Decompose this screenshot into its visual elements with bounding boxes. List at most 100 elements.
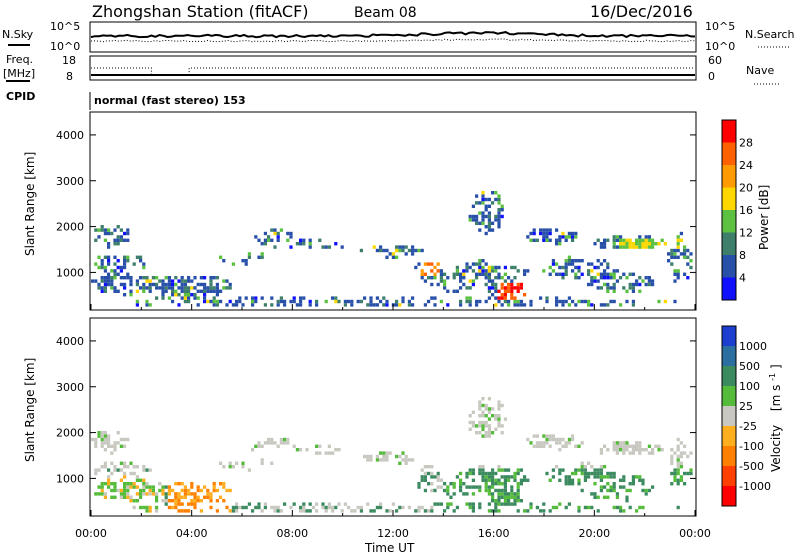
power-cell [638, 276, 642, 280]
power-cell [110, 276, 114, 280]
vel-cell [603, 475, 607, 479]
power-cell [670, 252, 674, 256]
power-cell [587, 282, 591, 287]
vel-cell [622, 444, 626, 448]
freq-tick-top: 18 [62, 54, 76, 67]
vel-cell [478, 431, 482, 435]
vel-cell [190, 502, 194, 506]
power-cell [564, 265, 568, 270]
freq-panel-frame [89, 55, 697, 81]
vel-cell [507, 468, 511, 472]
power-cell [404, 245, 408, 249]
vel-cell [119, 488, 123, 493]
power-cell [599, 262, 603, 266]
vel-cell [135, 485, 139, 489]
vel-cell [539, 441, 543, 445]
power-cell [423, 272, 427, 276]
colorbar-tick-label: -1000 [739, 480, 771, 493]
power-cell [670, 262, 674, 266]
vel-cell [132, 499, 136, 503]
vel-cell [468, 471, 472, 476]
vel-cell [596, 468, 600, 472]
vel-cell [481, 424, 485, 428]
power-cell [103, 289, 107, 293]
vel-cell [487, 410, 491, 414]
vel-cell [420, 478, 424, 482]
vel-cell [526, 437, 530, 442]
vel-cell [539, 509, 543, 513]
power-cell [215, 303, 219, 307]
vel-cell [673, 468, 677, 472]
vel-cell [148, 492, 152, 496]
power-cell [238, 299, 242, 304]
power-cell [494, 191, 498, 195]
vel-cell [126, 465, 130, 469]
vel-cell [247, 502, 251, 506]
colorbar-tick-label: -25 [739, 420, 757, 433]
power-cell [603, 272, 607, 276]
power-cell [139, 255, 143, 259]
vel-cell [203, 485, 207, 489]
vel-cell [612, 471, 616, 476]
power-cell [247, 255, 251, 259]
power-cell [612, 269, 616, 273]
velocity-colorbar-unit-close: ] [769, 364, 783, 369]
power-cell [385, 248, 389, 253]
power-cell [635, 282, 639, 287]
vel-cell [644, 488, 648, 493]
power-cell [494, 265, 498, 270]
vel-cell [679, 461, 683, 465]
colorbar-swatch [722, 366, 736, 386]
power-cell [116, 265, 120, 270]
vel-cell [417, 509, 421, 513]
vel-cell [350, 509, 354, 513]
vel-cell [635, 509, 639, 513]
vel-cell [107, 482, 111, 486]
power-cell [270, 228, 274, 232]
vel-cell [580, 441, 584, 445]
power-cell [110, 282, 114, 287]
power-cell [123, 293, 127, 297]
vel-cell [263, 505, 267, 510]
power-cell [225, 286, 229, 290]
vel-cell [411, 458, 415, 462]
vel-cell [391, 502, 395, 506]
vel-cell [593, 475, 597, 479]
power-cell [350, 299, 354, 304]
power-cell [161, 293, 165, 297]
vel-cell [510, 502, 514, 506]
power-cell [209, 276, 213, 280]
vel-cell [551, 475, 555, 479]
vel-cell [379, 458, 383, 462]
vel-cell [471, 505, 475, 510]
vel-cell [612, 475, 616, 479]
vel-cell [487, 471, 491, 476]
power-cell [478, 299, 482, 304]
power-cell [484, 299, 488, 304]
power-cell [513, 299, 517, 304]
power-cell [302, 242, 306, 246]
vel-cell [375, 458, 379, 462]
vel-cell [215, 488, 219, 493]
power-cell [135, 255, 139, 259]
power-cell [161, 282, 165, 287]
vel-cell [148, 509, 152, 513]
power-cell [471, 269, 475, 273]
power-cell [158, 279, 162, 283]
power-cell [542, 238, 546, 242]
power-cell [359, 248, 363, 253]
power-cell [497, 225, 501, 229]
power-cell [100, 276, 104, 280]
power-cell [686, 262, 690, 266]
power-cell [270, 296, 274, 300]
vel-cell [196, 485, 200, 489]
vel-cell [174, 502, 178, 506]
vel-cell [484, 420, 488, 425]
power-cell [494, 218, 498, 222]
power-cell [193, 293, 197, 297]
power-cell [487, 265, 491, 270]
vel-cell [494, 509, 498, 513]
power-cell [260, 255, 264, 259]
power-cell [551, 269, 555, 273]
colorbar-frame [721, 325, 737, 507]
